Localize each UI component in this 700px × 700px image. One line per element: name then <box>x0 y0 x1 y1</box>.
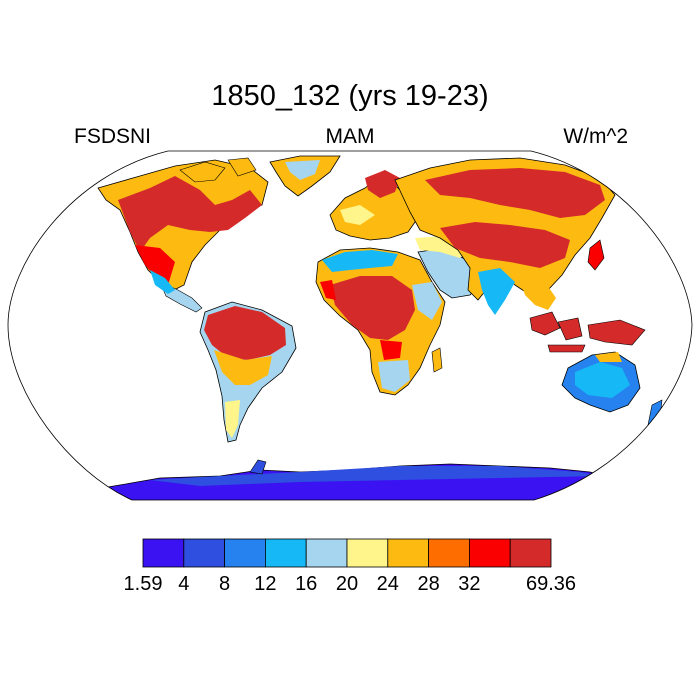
region-africa-red <box>320 280 402 360</box>
region-south-america-orange <box>214 350 272 385</box>
colorbar-label: 4 <box>178 573 190 595</box>
region-east-africa <box>412 282 442 320</box>
region-north-america-red <box>118 176 262 252</box>
colorbar-box-1 <box>183 538 226 568</box>
colorbar-box-0 <box>142 538 185 568</box>
region-southeast-asia-mainland <box>520 280 556 310</box>
colorbar-label: 32 <box>458 573 481 595</box>
map-border <box>7 150 693 501</box>
region-antarctica-coast <box>150 466 600 486</box>
region-mexico <box>150 270 175 294</box>
colorbar-box-7 <box>428 538 470 568</box>
region-north-america-west <box>135 245 175 285</box>
region-japan <box>587 239 605 271</box>
colorbar-label: 12 <box>254 573 277 595</box>
map-title: 1850_132 (yrs 19-23) <box>211 80 489 112</box>
season-label: MAM <box>325 125 375 148</box>
colorbar-label: 24 <box>376 573 399 595</box>
region-australia-light <box>575 362 630 398</box>
colorbar-box-6 <box>387 538 429 568</box>
colorbar-label: 1.59 <box>123 573 163 595</box>
region-arctic-islands <box>179 157 257 183</box>
colorbar-label: 16 <box>295 573 318 595</box>
region-patagonia <box>225 400 240 438</box>
colorbar-label: 28 <box>417 573 440 595</box>
region-central-asia <box>440 222 570 268</box>
colorbar-box-2 <box>224 538 266 568</box>
region-indonesia <box>529 311 646 353</box>
region-africa-north <box>322 250 398 272</box>
colorbar-label: 8 <box>219 573 231 595</box>
region-greenland-interior <box>285 160 320 180</box>
region-europe-light <box>340 205 375 225</box>
region-southern-africa <box>378 360 410 392</box>
colorbar-box-5 <box>346 538 389 568</box>
region-madagascar <box>431 347 443 373</box>
variable-label: FSDSNI <box>74 125 152 148</box>
region-south-asia <box>478 268 515 315</box>
colorbar-label: 69.36 <box>525 573 577 595</box>
land-fields <box>8 151 692 500</box>
colorbar-box-9 <box>509 538 552 568</box>
colorbar-label: 20 <box>335 573 359 595</box>
region-central-africa <box>330 276 415 340</box>
colorbar-box-3 <box>264 538 307 568</box>
colorbar-box-4 <box>305 538 348 568</box>
colorbar-box-8 <box>468 538 511 568</box>
units-label: W/m^2 <box>563 125 628 148</box>
region-scandinavia <box>365 170 400 198</box>
region-antarctic-peninsula <box>249 459 267 475</box>
region-amazon <box>204 306 286 360</box>
region-australia-north <box>595 352 622 362</box>
region-siberia <box>425 168 605 218</box>
